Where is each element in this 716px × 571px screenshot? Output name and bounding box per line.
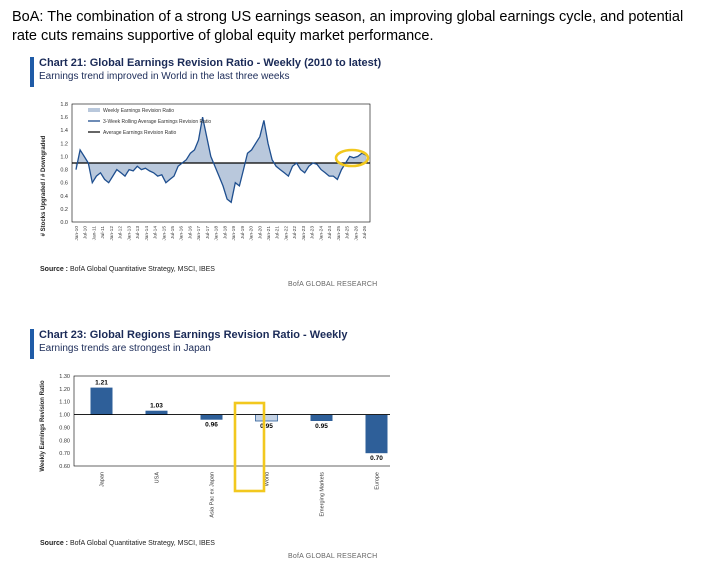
chart23-ytick-label: 0.70 (59, 451, 70, 457)
chart21-ytick-label: 0.6 (60, 181, 68, 187)
chart21-xtick-label: Jan-17 (196, 226, 202, 241)
chart21-ytick-label: 0.8 (60, 168, 68, 174)
chart23-ytick-label: 1.20 (59, 387, 70, 393)
chart23-bar (200, 414, 223, 420)
chart21-xtick-label: Jan-13 (126, 226, 132, 241)
chart23-bar (310, 414, 333, 421)
chart21-xtick-label: Jul-10 (83, 226, 89, 239)
chart23-category-label: Emerging Markets (320, 472, 326, 517)
chart23-source: Source : BofA Global Quantitative Strate… (40, 540, 215, 547)
chart23-ytick-label: 0.60 (59, 464, 70, 470)
chart23-ytick-label: 0.80 (59, 438, 70, 444)
chart21-xtick-label: Jul-25 (345, 226, 351, 239)
chart23-header: Chart 23: Global Regions Earnings Revisi… (30, 328, 390, 359)
chart21-xtick-label: Jul-16 (188, 226, 194, 239)
chart21-xtick-label: Jan-11 (92, 226, 98, 241)
legend-rolling: 3-Week Rolling Average Earnings Revision… (103, 119, 211, 125)
legend-swatch-weekly (88, 108, 100, 112)
chart21-xtick-label: Jul-17 (205, 226, 211, 239)
chart21-xtick-label: Jan-15 (161, 226, 167, 241)
chart21-ytick-label: 1.8 (60, 102, 68, 108)
chart23-data-label: 0.95 (315, 423, 328, 430)
chart21-xtick-label: Jan-12 (109, 226, 115, 241)
chart23-data-label: 0.95 (260, 423, 273, 430)
chart21-ylabel: # Stocks Upgraded / # Downgraded (41, 135, 47, 236)
chart21-xtick-label: Jul-13 (135, 226, 141, 239)
headline: BoA: The combination of a strong US earn… (12, 9, 684, 44)
chart21-xtick-label: Jul-14 (153, 226, 159, 239)
chart21-ytick-label: 1.0 (60, 154, 68, 160)
chart21-xtick-label: Jan-21 (266, 226, 272, 241)
chart21-subtitle: Earnings trend improved in World in the … (39, 71, 290, 82)
legend-average: Average Earnings Revision Ratio (103, 130, 177, 136)
chart21-ytick-label: 0.0 (60, 220, 68, 226)
chart21-source: Source : BofA Global Quantitative Strate… (40, 266, 215, 273)
chart21-frame (71, 103, 371, 223)
chart23-data-label: 1.03 (150, 403, 163, 410)
chart21-header: Chart 21: Global Earnings Revision Ratio… (30, 56, 390, 87)
chart23-ytick-label: 1.00 (59, 413, 70, 419)
chart23-subtitle: Earnings trends are strongest in Japan (39, 343, 211, 354)
chart21-title: Chart 21: Global Earnings Revision Ratio… (39, 57, 382, 69)
chart23-category-label: Asia Pac ex Japan (210, 472, 216, 518)
title-accent-bar (30, 329, 34, 359)
chart21-ytick-label: 1.2 (60, 141, 68, 147)
chart23-title: Chart 23: Global Regions Earnings Revisi… (39, 329, 348, 341)
chart23-category-label: Europe (375, 472, 381, 490)
chart23-frame (73, 375, 390, 467)
chart21-rolling-line (75, 116, 367, 204)
chart23-ytick-label: 1.10 (59, 400, 70, 406)
chart21-xtick-label: Jan-14 (144, 226, 150, 241)
chart23-ytick-label: 1.30 (59, 374, 70, 380)
chart21-xtick-label: Jan-23 (301, 226, 307, 241)
chart23-data-label: 0.70 (370, 455, 383, 462)
chart21-xtick-label: Jan-25 (336, 226, 342, 241)
chart21-ytick-label: 1.4 (60, 128, 68, 134)
chart21-ytick-label: 1.6 (60, 115, 68, 121)
chart23-bar (90, 387, 113, 415)
chart21-xtick-label: Jan-24 (318, 226, 324, 241)
chart21-xtick-label: Jul-20 (257, 226, 263, 239)
chart21-xtick-label: Jul-21 (275, 226, 281, 239)
chart21-highlight-circle (334, 148, 370, 168)
chart21-xtick-label: Jul-19 (240, 226, 246, 239)
chart23-bar (255, 414, 278, 422)
chart23-highlight-box (233, 401, 266, 493)
chart21-xtick-label: Jan-16 (179, 226, 185, 241)
chart21-legend: Weekly Earnings Revision Ratio 3-Week Ro… (88, 108, 211, 136)
chart23-category-label: USA (155, 472, 161, 484)
chart23-bar (145, 410, 168, 415)
chart21-xtick-label: Jul-15 (170, 226, 176, 239)
chart21-xtick-label: Jul-12 (118, 226, 124, 239)
chart21-xtick-label: Jan-20 (249, 226, 255, 241)
chart21-ytick-label: 0.4 (60, 194, 68, 200)
chart23-category-label: World (265, 472, 271, 486)
chart23-data-label: 1.21 (95, 380, 108, 387)
chart23-data-label: 0.96 (205, 422, 218, 429)
chart21-plot: # Stocks Upgraded / # Downgraded 0.0 0.2 0… (41, 102, 371, 241)
chart23-ylabel: Weekly Earnings Revision Ratio (40, 380, 46, 472)
chart23-credit: BofA GLOBAL RESEARCH (288, 553, 378, 560)
chart21-xtick-label: Jul-22 (292, 226, 298, 239)
chart21-xtick-label: Jan-22 (284, 226, 290, 241)
chart21-xtick-label: Jul-23 (310, 226, 316, 239)
title-accent-bar (30, 57, 34, 87)
chart21-xtick-label: Jan-26 (353, 226, 359, 241)
chart21-xtick-label: Jul-11 (100, 226, 106, 239)
chart21-ytick-label: 0.2 (60, 207, 68, 213)
chart21-xtick-label: Jul-24 (327, 226, 333, 239)
chart23-ytick-label: 0.90 (59, 425, 70, 431)
chart23-category-label: Japan (100, 472, 106, 487)
chart23-plot: Weekly Earnings Revision Ratio 0.60 0.70 0… (40, 374, 390, 518)
chart21-xtick-label: Jan-19 (231, 226, 237, 241)
chart21-credit: BofA GLOBAL RESEARCH (288, 281, 378, 288)
chart21-xtick-label: Jul-26 (362, 226, 368, 239)
chart23-bar (365, 414, 388, 454)
chart21-xtick-label: Jan-18 (214, 226, 220, 241)
legend-weekly: Weekly Earnings Revision Ratio (103, 108, 174, 114)
chart21-xtick-label: Jul-18 (222, 226, 228, 239)
chart21-xtick-label: Jan-10 (74, 226, 80, 241)
